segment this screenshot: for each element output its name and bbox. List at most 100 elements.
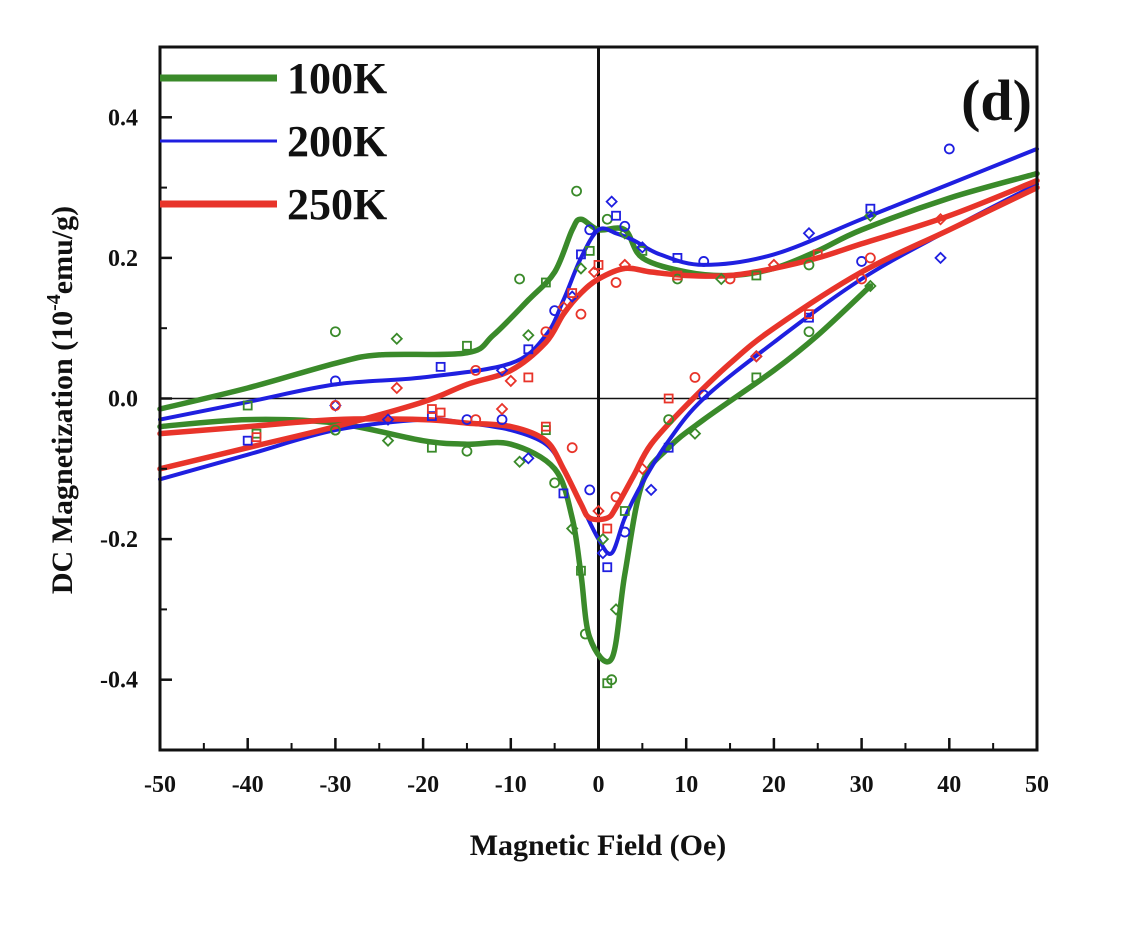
series-200k-marker — [558, 488, 569, 499]
series-100k-marker — [426, 442, 437, 453]
series-250k-marker — [812, 249, 823, 260]
series-200k-marker — [596, 546, 610, 560]
x-tick-label: 10 — [674, 772, 698, 798]
legend-label-100k: 100K — [287, 54, 387, 103]
series-250k-marker — [504, 374, 518, 388]
series-200k-marker — [522, 451, 535, 465]
series-250k-marker — [689, 372, 701, 383]
y-tick-label: 0.2 — [108, 246, 138, 272]
series-100k-marker — [601, 213, 613, 225]
series-100k-marker — [571, 185, 582, 197]
series-250k-marker — [470, 364, 482, 376]
series-100k-marker — [715, 272, 728, 286]
legend: 100K 200K 250K — [160, 54, 387, 229]
series-200k-marker — [523, 344, 534, 355]
y-axis-title-unit: emu/g) — [46, 206, 79, 294]
series-200k-marker — [698, 256, 710, 267]
series-250k-marker — [435, 407, 446, 418]
series-250k-branch-2 — [157, 177, 1040, 472]
series-250k-marker — [750, 350, 763, 363]
series-200k-marker — [865, 203, 876, 214]
series-100k-marker — [609, 603, 623, 616]
series-250k-marker — [934, 212, 947, 226]
series-100k-marker — [540, 277, 551, 288]
series-250k-marker — [602, 523, 613, 534]
series-100k-marker — [864, 279, 877, 293]
series-250k-marker — [636, 462, 649, 476]
series-200k-marker — [619, 220, 631, 232]
series-200k-marker — [435, 361, 446, 372]
series-200k-marker — [636, 241, 649, 254]
series-250k-marker — [592, 504, 605, 518]
series-200k-marker — [584, 224, 596, 236]
legend-label-200k: 200K — [287, 117, 387, 166]
series-250k-marker — [390, 381, 404, 395]
axis-ticks — [158, 46, 1039, 751]
legend-label-250k: 250K — [287, 180, 387, 229]
y-axis-title: DC Magnetization (10-4emu/g) — [43, 206, 79, 594]
x-tick-label: 20 — [762, 772, 786, 798]
series-100k-marker — [461, 445, 473, 457]
reference-lines — [160, 47, 1037, 750]
series-250k-marker — [426, 404, 437, 414]
series-200k-marker — [663, 442, 674, 453]
x-tick-label: -50 — [144, 772, 176, 798]
series-100k-marker — [390, 332, 404, 346]
series-250k-marker — [804, 309, 814, 320]
series-200k-marker — [576, 249, 586, 260]
series-200k-marker — [619, 526, 631, 538]
series-100k-marker — [803, 259, 815, 271]
series-100k-marker — [579, 628, 591, 640]
series-250k-marker — [495, 402, 509, 416]
series-200k-marker — [602, 562, 613, 573]
series-100k-marker — [549, 477, 561, 489]
series-100k-marker — [596, 532, 610, 546]
x-tick-label: 50 — [1025, 772, 1049, 798]
series-100k-marker — [565, 522, 579, 535]
series-200k-marker — [934, 251, 947, 265]
y-tick-label: -0.4 — [100, 668, 138, 694]
series-250k-marker — [610, 491, 622, 503]
y-tick-label: 0.4 — [108, 105, 138, 131]
series-250k-marker — [566, 442, 578, 454]
tick-labels: -50 -40 -30 -20 -10 0 10 20 30 40 50 -0.4 -0.2 0.0 0.2… — [100, 105, 1049, 798]
series-200k-marker — [329, 375, 341, 387]
y-axis-title-superscript: -4 — [43, 294, 65, 311]
x-tick-label: -40 — [232, 772, 264, 798]
x-tick-label: -30 — [319, 772, 351, 798]
series-100k-marker — [329, 424, 341, 436]
series-200k-marker — [381, 413, 395, 426]
series-250k-marker — [864, 252, 876, 264]
series-100k-marker — [751, 372, 762, 383]
x-tick-label: 30 — [850, 772, 874, 798]
series-200k-marker — [611, 210, 621, 221]
series-250k-marker — [610, 277, 622, 288]
series-250k-marker — [557, 300, 570, 314]
series-250k-marker — [329, 400, 341, 411]
series-100k-marker — [637, 245, 648, 256]
series-250k-marker — [724, 273, 736, 285]
series-100k-marker — [242, 400, 253, 411]
series-100k-marker — [606, 674, 618, 686]
series-100k-branch-2 — [157, 283, 874, 665]
series-100k-marker — [576, 565, 586, 576]
y-axis-title-main: DC Magnetization (10 — [46, 311, 79, 594]
series-250k-marker — [251, 432, 262, 443]
series-200k-branch-1 — [158, 146, 1039, 422]
series-100k-marker — [619, 506, 630, 516]
series-250k-marker — [470, 414, 482, 425]
series-200k-marker — [242, 435, 253, 446]
series-200k-marker — [856, 256, 867, 267]
series-250k-marker — [523, 372, 534, 383]
series-200k-marker — [584, 484, 596, 496]
series-100k-marker — [514, 273, 525, 285]
series-250k-marker — [618, 258, 632, 272]
series-100k-marker — [751, 270, 762, 281]
series-200k-marker — [672, 252, 683, 263]
series-100k-marker — [864, 209, 877, 222]
series-100k-marker — [803, 326, 815, 338]
series-250k-marker — [856, 273, 867, 285]
series-markers — [242, 143, 955, 689]
y-tick-label: -0.2 — [100, 527, 138, 553]
